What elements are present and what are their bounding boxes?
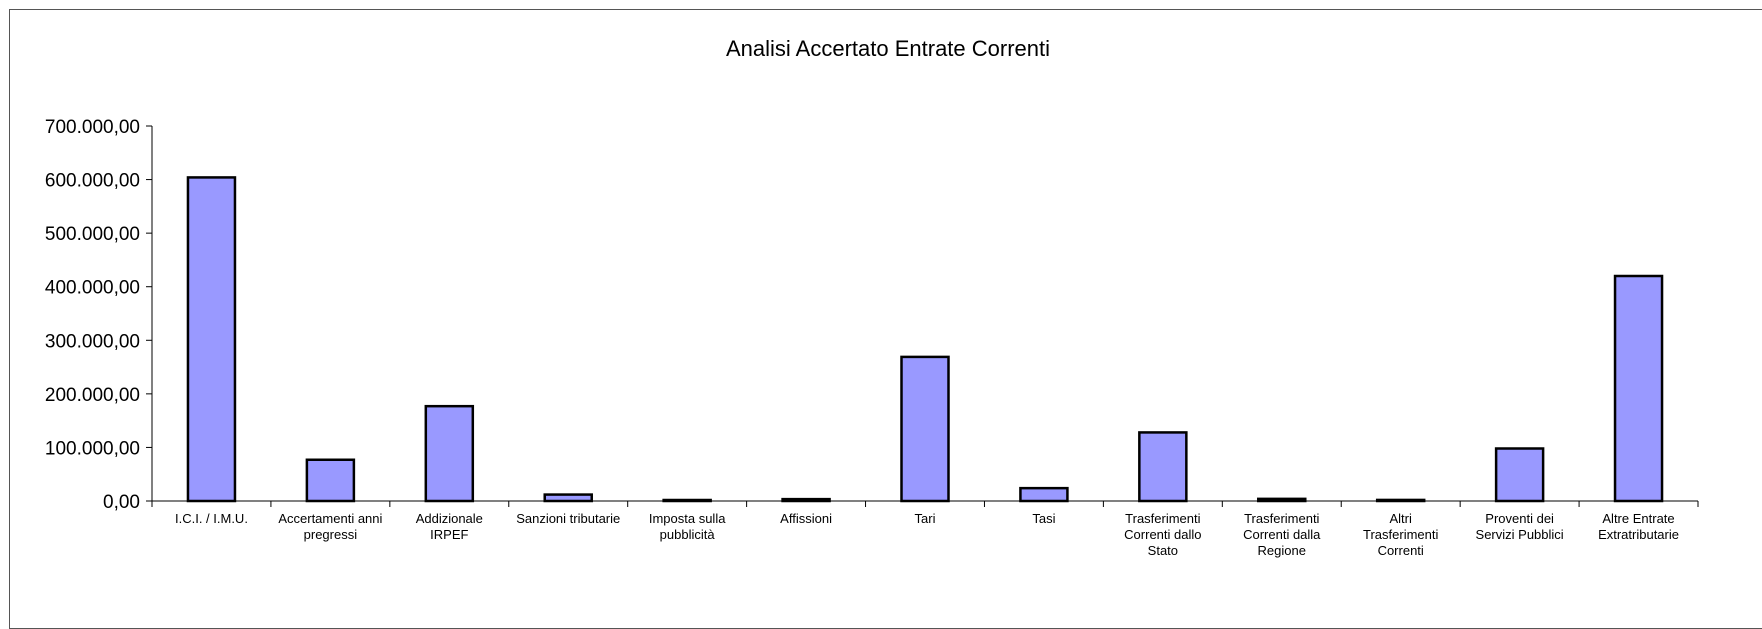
x-tick-label: Trasferimenti Correnti dallo Stato (1124, 511, 1201, 558)
bars (186, 176, 1664, 503)
x-tick-label: Trasferimenti Correnti dalla Regione (1243, 511, 1321, 558)
x-axis: I.C.I. / I.M.U. Accertamenti anni pregress… (151, 500, 1699, 558)
x-tick-label: Accertamenti anni pregressi (278, 511, 382, 542)
x-tick-label: Altre Entrate Extratributarie (1598, 511, 1679, 542)
x-tick-label: Altri Trasferimenti Correnti (1363, 511, 1438, 558)
bar (1138, 431, 1188, 503)
x-tick-label: I.C.I. / I.M.U. (175, 511, 248, 526)
y-tick-label: 700.000,00 (45, 117, 140, 138)
x-tick-label: Tasi (1032, 511, 1055, 526)
bar (781, 497, 831, 503)
y-tick-label: 500.000,00 (45, 224, 140, 245)
x-tick-label: Sanzioni tributarie (516, 511, 620, 526)
bar (543, 493, 593, 503)
bar (1613, 274, 1664, 503)
chart-title: Analisi Accertato Entrate Correnti (726, 36, 1050, 61)
y-tick-label: 0,00 (103, 492, 140, 513)
bar (1494, 447, 1545, 503)
bar (662, 498, 712, 503)
y-tick-label: 600.000,00 (45, 171, 140, 192)
y-tick-label: 300.000,00 (45, 331, 140, 352)
x-tick-label: Affissioni (780, 511, 832, 526)
bar (186, 176, 237, 503)
y-tick-label: 100.000,00 (45, 438, 140, 459)
x-tick-label: Addizionale IRPEF (416, 511, 483, 542)
x-tick-label: Tari (915, 511, 936, 526)
bar (424, 404, 475, 503)
bar (900, 355, 950, 503)
y-tick-label: 200.000,00 (45, 385, 140, 406)
chart-frame (9, 9, 1762, 629)
y-axis: 0,00 100.000,00 200.000,00 300.000,00 400.00… (45, 117, 153, 513)
bar (1257, 497, 1307, 503)
x-tick-label: Imposta sulla pubblicità (649, 511, 726, 542)
bar-chart: Analisi Accertato Entrate Correnti 0,00 1… (45, 36, 1699, 558)
y-tick-label: 400.000,00 (45, 278, 140, 299)
bar (1375, 498, 1426, 503)
x-tick-label: Proventi dei Servizi Pubblici (1476, 511, 1564, 542)
bar (1019, 486, 1069, 503)
bar (305, 458, 356, 503)
